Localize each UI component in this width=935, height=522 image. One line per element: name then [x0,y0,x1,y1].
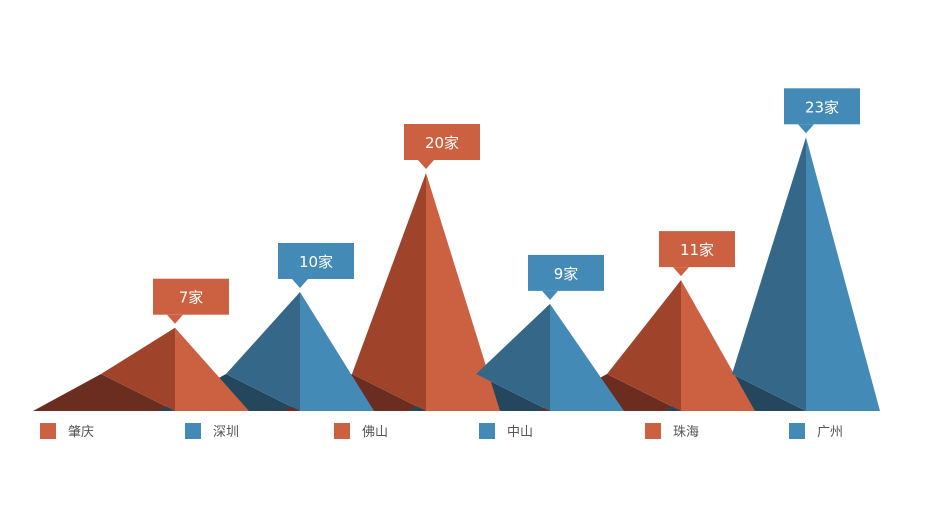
value-label-2: 20家 [425,134,459,152]
value-label-box-1 [278,243,354,279]
legend-label-3: 中山 [507,425,533,440]
legend-swatch-3 [479,423,495,439]
pyramid-left-face-3 [476,303,550,411]
legend-swatch-2 [334,423,350,439]
pyramid-left-face-4 [607,280,681,411]
value-label-pointer-2 [418,160,434,169]
pyramids [101,137,880,412]
pyramid-shadow-0 [33,374,175,411]
legend-label-4: 珠海 [673,425,699,440]
legend-label-5: 广州 [817,425,843,440]
legend-label-0: 肇庆 [68,425,94,440]
pyramid-left-face-5 [732,137,806,412]
pyramid-right-face-4 [681,280,755,411]
value-label-box-4 [659,231,735,268]
value-labels: 7家 10家 20家 9家 11家 23家 [153,88,860,324]
value-label-5: 23家 [805,98,839,116]
value-label-1: 10家 [299,253,333,271]
value-label-pointer-4 [673,267,689,277]
pyramid-left-face-0 [101,327,175,411]
pyramid-right-face-3 [550,303,624,411]
pyramid-right-face-0 [175,327,249,411]
legend-swatch-1 [185,423,201,439]
value-label-box-3 [528,254,604,291]
legend-swatch-0 [40,423,56,439]
value-label-0: 7家 [179,289,204,307]
value-label-box-0 [153,278,229,315]
value-label-pointer-1 [292,279,308,288]
pyramid-right-face-1 [300,292,374,411]
pyramid-left-face-1 [226,292,300,411]
legend-label-1: 深圳 [213,425,239,440]
value-label-box-5 [784,88,860,125]
value-label-pointer-5 [798,124,814,134]
value-label-4: 11家 [680,241,714,259]
pyramid-right-face-5 [806,137,880,412]
value-label-box-2 [404,124,480,160]
legend-label-2: 佛山 [362,425,388,440]
value-label-pointer-3 [542,290,558,300]
pyramid-left-face-2 [352,173,426,411]
value-label-pointer-0 [167,314,183,324]
pyramid-right-face-2 [426,173,500,411]
legend-swatch-5 [789,423,805,439]
value-label-3: 9家 [554,265,579,283]
legend: 肇庆 深圳 佛山 中山 珠海 广州 [40,423,843,440]
legend-swatch-4 [645,423,661,439]
